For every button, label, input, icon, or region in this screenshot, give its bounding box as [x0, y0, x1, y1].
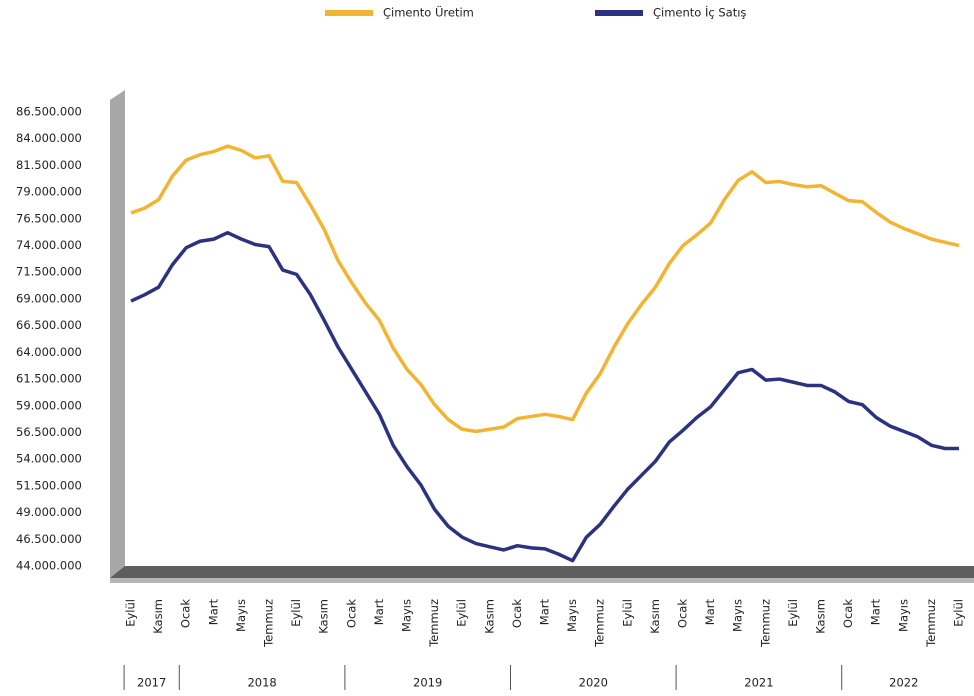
x-tick-label: Mayıs — [731, 599, 745, 632]
x-tick-label: Eylül — [455, 599, 469, 627]
year-label: 2020 — [579, 676, 608, 690]
x-tick-label: Temmuz — [593, 599, 607, 648]
x-tick-label: Kasım — [151, 599, 165, 634]
x-tick-label: Mart — [538, 599, 552, 626]
x-tick-label: Ocak — [676, 599, 690, 628]
y-tick-label: 49.000.000 — [16, 505, 82, 519]
y-tick-label: 46.500.000 — [16, 532, 82, 546]
x-tick-label: Mayıs — [400, 599, 414, 632]
floor-edge — [110, 578, 974, 583]
x-tick-label: Mart — [703, 599, 717, 626]
year-label: 2019 — [413, 676, 442, 690]
y-tick-label: 74.000.000 — [16, 238, 82, 252]
y-tick-label: 76.500.000 — [16, 211, 82, 225]
x-tick-label: Mayıs — [896, 599, 910, 632]
y-tick-label: 66.500.000 — [16, 318, 82, 332]
year-label: 2022 — [889, 676, 918, 690]
x-tick-label: Kasım — [814, 599, 828, 634]
x-tick-label: Kasım — [317, 599, 331, 634]
y-tick-label: 69.000.000 — [16, 291, 82, 305]
y-tick-label: 84.000.000 — [16, 131, 82, 145]
x-tick-label: Eylül — [786, 599, 800, 627]
y-tick-label: 71.500.000 — [16, 265, 82, 279]
series-line — [130, 230, 959, 563]
x-tick-label: Temmuz — [427, 599, 441, 648]
x-tick-label: Mayıs — [234, 599, 248, 632]
y-tick-label: 61.500.000 — [16, 372, 82, 386]
y-tick-label: 56.500.000 — [16, 425, 82, 439]
x-tick-label: Ocak — [510, 599, 524, 628]
floor-top — [110, 566, 974, 578]
x-tick-label: Ocak — [344, 599, 358, 628]
x-tick-label: Temmuz — [262, 599, 276, 648]
y-tick-label: 51.500.000 — [16, 478, 82, 492]
legend-label: Çimento İç Satış — [653, 5, 746, 20]
x-tick-label: Mart — [372, 599, 386, 626]
legend-label: Çimento Üretim — [383, 4, 474, 20]
x-tick-label: Mart — [869, 599, 883, 626]
x-tick-label: Kasım — [482, 599, 496, 634]
x-tick-label: Ocak — [179, 599, 193, 628]
series-line — [130, 144, 960, 434]
x-tick-label: Eylül — [952, 599, 966, 627]
y-tick-label: 64.000.000 — [16, 345, 82, 359]
x-tick-label: Eylül — [620, 599, 634, 627]
y-tick-label: 54.000.000 — [16, 452, 82, 466]
y-tick-label: 44.000.000 — [16, 559, 82, 573]
x-tick-label: Ocak — [841, 599, 855, 628]
year-label: 2017 — [137, 676, 166, 690]
x-tick-label: Kasım — [648, 599, 662, 634]
y-tick-label: 59.000.000 — [16, 398, 82, 412]
x-tick-label: Temmuz — [924, 599, 938, 648]
y-tick-label: 86.500.000 — [16, 105, 82, 119]
y-tick-label: 79.000.000 — [16, 185, 82, 199]
x-tick-label: Eylül — [124, 599, 138, 627]
x-tick-label: Mayıs — [565, 599, 579, 632]
x-tick-label: Mart — [206, 599, 220, 626]
back-wall — [110, 90, 125, 580]
x-tick-label: Eylül — [289, 599, 303, 627]
year-label: 2018 — [247, 676, 276, 690]
x-tick-label: Temmuz — [758, 599, 772, 648]
y-tick-label: 81.500.000 — [16, 158, 82, 172]
year-label: 2021 — [744, 676, 773, 690]
